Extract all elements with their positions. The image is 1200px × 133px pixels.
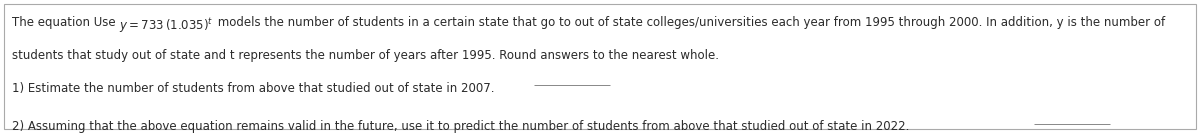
Text: models the number of students in a certain state that go to out of state college: models the number of students in a certa… <box>214 16 1165 29</box>
Text: students that study out of state and t represents the number of years after 1995: students that study out of state and t r… <box>12 49 719 62</box>
Text: $y = 733\,(1.035)^t$: $y = 733\,(1.035)^t$ <box>119 16 214 35</box>
Text: 2) Assuming that the above equation remains valid in the future, use it to predi: 2) Assuming that the above equation rema… <box>12 120 910 133</box>
Text: The equation Use: The equation Use <box>12 16 119 29</box>
Text: 1) Estimate the number of students from above that studied out of state in 2007.: 1) Estimate the number of students from … <box>12 82 494 95</box>
